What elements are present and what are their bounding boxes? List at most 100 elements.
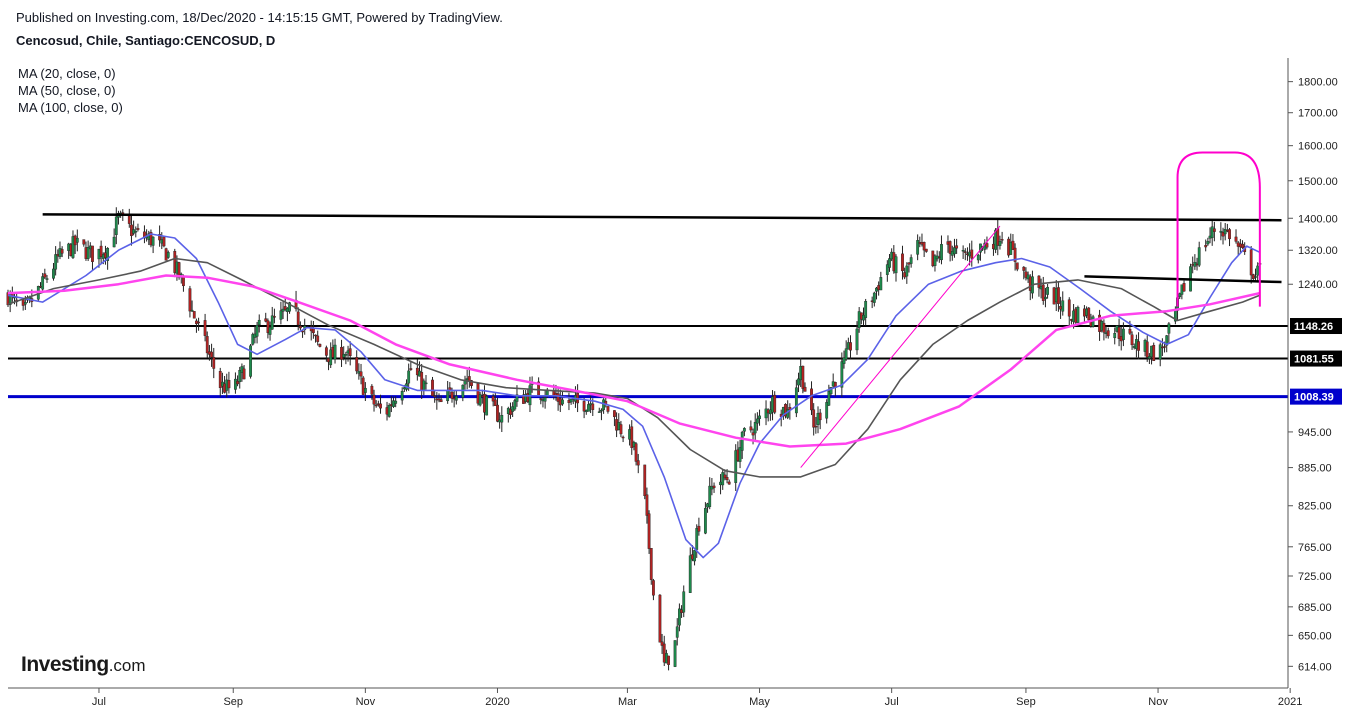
candle-body (470, 380, 473, 386)
candle-body (355, 357, 359, 372)
candle (749, 420, 753, 433)
candle (1121, 322, 1125, 347)
candle-body (190, 309, 194, 312)
candle (41, 272, 45, 293)
price-badge-label: 1008.39 (1294, 392, 1334, 404)
candle-body (268, 327, 272, 335)
candle-body (433, 395, 437, 397)
candle-body (727, 481, 731, 485)
candle (1206, 237, 1210, 246)
candle-body (922, 242, 926, 251)
candle-body (203, 320, 207, 336)
candle-body (361, 377, 365, 395)
axes-layer: 614.00 650.00 685.00 725.00 765.00 825.00 885.… (8, 58, 1342, 708)
candle-body (697, 525, 701, 532)
candle (953, 238, 956, 258)
candle (543, 390, 547, 409)
candle-body (75, 237, 79, 243)
candle-body (279, 310, 283, 320)
moving-average-line (7, 274, 1261, 448)
y-tick-label: 1320.00 (1298, 245, 1338, 257)
candle (407, 363, 411, 391)
candle-body (374, 404, 378, 407)
candle (976, 253, 980, 264)
candle-body (324, 347, 328, 356)
candle-body (409, 368, 413, 370)
candle-body (753, 421, 757, 434)
candle (283, 298, 287, 312)
candle (99, 240, 103, 264)
candle-body (561, 399, 564, 405)
candle-body (478, 394, 482, 406)
candle (961, 245, 965, 259)
candle (721, 469, 725, 490)
candle-body (810, 388, 813, 411)
candle (281, 300, 285, 319)
candle (1204, 239, 1208, 252)
candle-body (619, 424, 623, 435)
candle-body (660, 641, 664, 646)
candle-body (340, 346, 343, 360)
candle (587, 400, 590, 412)
candle (753, 413, 757, 442)
candle (645, 487, 649, 524)
candle (842, 350, 846, 369)
candle (794, 379, 798, 418)
x-tick-label: Nov (1148, 696, 1168, 708)
candle (500, 406, 504, 433)
candle (1197, 241, 1201, 268)
candle (112, 228, 116, 248)
candle-body (205, 336, 209, 354)
candle-body (1046, 286, 1049, 295)
candle-body (1121, 328, 1125, 340)
candle (697, 517, 701, 536)
candle-body (1087, 307, 1091, 321)
candle-body (970, 249, 974, 259)
candle-body (740, 431, 744, 451)
candle (1130, 331, 1134, 350)
candle-body (288, 302, 291, 312)
candle-body (1037, 275, 1041, 288)
candle (1182, 280, 1186, 292)
candle (15, 293, 19, 307)
candle-body (829, 387, 833, 395)
candle-body (755, 418, 759, 424)
trend-line (1084, 275, 1282, 284)
candle (344, 351, 348, 365)
candle-body (742, 428, 746, 432)
candle-body (60, 249, 64, 254)
candle-body (948, 241, 952, 254)
candle (190, 300, 194, 312)
symbol-title: Cencosud, Chile, Santiago:CENCOSUD, D (16, 33, 276, 48)
support-lines-layer (8, 325, 1288, 399)
candle-body (1061, 300, 1065, 312)
candle-body (422, 380, 426, 390)
x-tick-label: Sep (1016, 696, 1036, 708)
candle-body (814, 425, 818, 428)
candle (340, 339, 343, 367)
candle-body (1219, 230, 1223, 233)
candle-body (751, 432, 755, 436)
candle (422, 378, 426, 396)
candle-body (54, 254, 58, 270)
candle (493, 392, 497, 407)
candle-body (1102, 322, 1106, 333)
candle (1046, 284, 1049, 299)
candle (1145, 335, 1149, 362)
candle-body (582, 401, 586, 412)
candle (905, 262, 909, 284)
candle (355, 350, 359, 375)
candle (409, 361, 413, 371)
candle-body (227, 380, 231, 389)
y-tick-label: 825.00 (1298, 501, 1332, 513)
y-tick-label: 1240.00 (1298, 279, 1338, 291)
candle (539, 397, 543, 405)
candle (394, 396, 398, 408)
candle-body (703, 508, 707, 534)
candle-body (1022, 266, 1026, 271)
candle (569, 398, 573, 405)
candle (621, 435, 625, 443)
candle-body (114, 216, 118, 235)
candle (485, 394, 489, 416)
